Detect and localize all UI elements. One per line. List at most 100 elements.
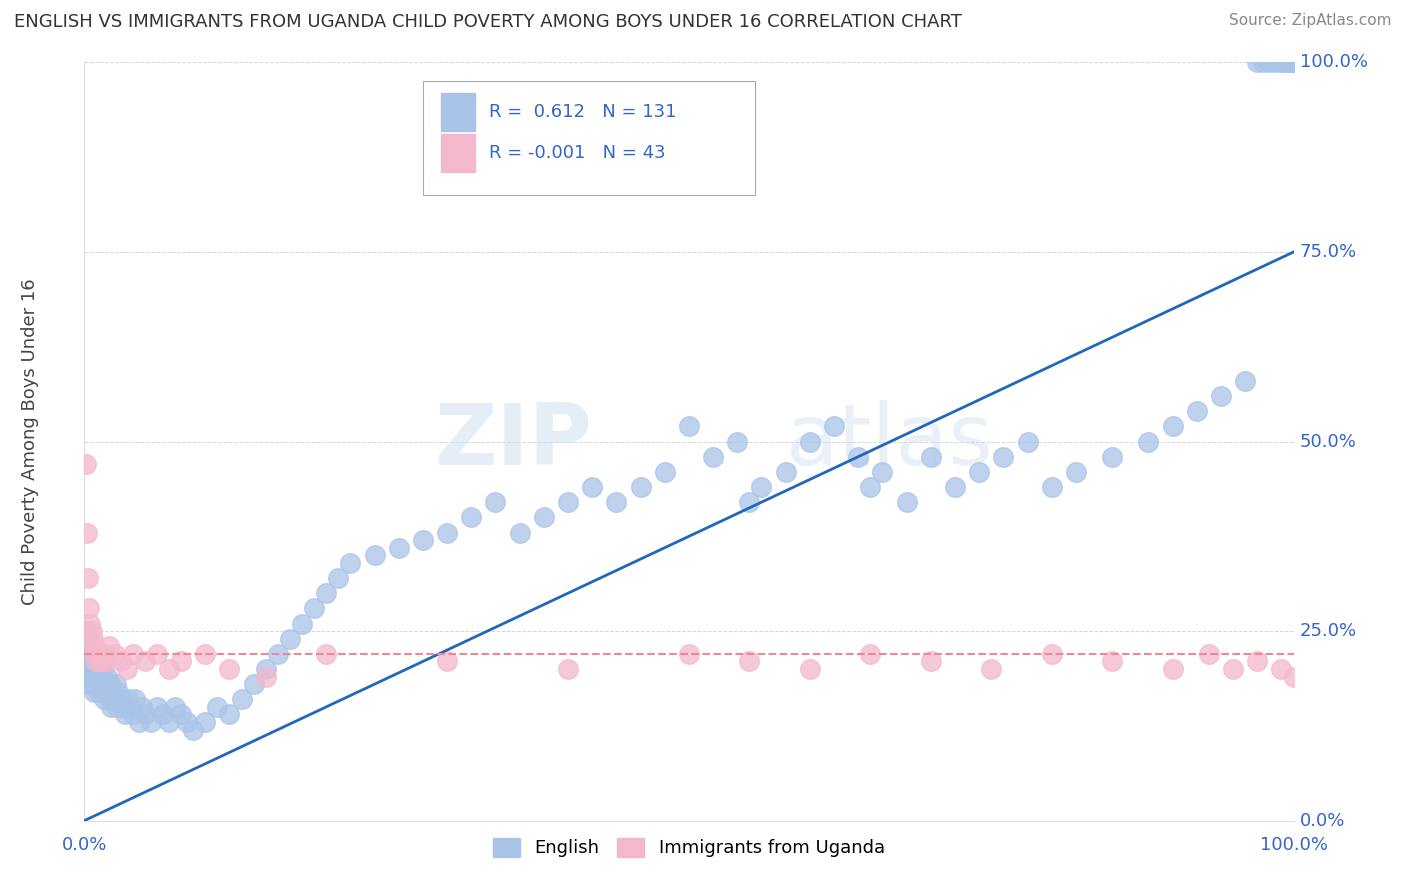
Point: [412, 533, 434, 548]
Point: [86, 677, 108, 691]
Point: [104, 692, 127, 706]
Point: [267, 647, 290, 661]
Point: [872, 465, 894, 479]
Point: [146, 699, 169, 714]
Point: [920, 655, 942, 669]
Point: [87, 647, 110, 661]
Point: [170, 655, 193, 669]
Point: [1274, 55, 1296, 70]
Point: [339, 556, 361, 570]
Point: [315, 586, 337, 600]
Point: [91, 685, 114, 699]
Point: [90, 655, 112, 669]
Point: [1282, 55, 1305, 70]
Text: Child Poverty Among Boys Under 16: Child Poverty Among Boys Under 16: [21, 278, 39, 605]
Point: [79, 662, 101, 676]
Point: [84, 647, 107, 661]
Point: [98, 677, 121, 691]
Point: [896, 495, 918, 509]
Point: [242, 677, 264, 691]
Point: [77, 669, 100, 683]
Point: [1040, 480, 1063, 494]
Point: [165, 699, 187, 714]
Point: [557, 495, 579, 509]
Point: [1198, 647, 1220, 661]
Point: [1282, 55, 1305, 70]
Point: [859, 480, 882, 494]
Point: [533, 510, 555, 524]
Point: [1101, 450, 1123, 464]
Point: [1282, 55, 1305, 70]
Point: [117, 692, 139, 706]
Text: R = -0.001   N = 43: R = -0.001 N = 43: [489, 145, 666, 162]
Point: [993, 450, 1015, 464]
Legend: English, Immigrants from Uganda: English, Immigrants from Uganda: [485, 830, 893, 864]
Point: [89, 677, 111, 691]
Point: [1161, 419, 1184, 434]
Point: [77, 601, 100, 615]
Point: [1282, 55, 1305, 70]
Point: [114, 707, 136, 722]
Point: [76, 662, 98, 676]
Text: 0.0%: 0.0%: [1299, 812, 1346, 830]
Point: [194, 715, 217, 730]
Point: [83, 662, 105, 676]
Text: 50.0%: 50.0%: [1299, 433, 1357, 450]
Point: [79, 616, 101, 631]
Point: [101, 685, 124, 699]
Point: [83, 639, 105, 653]
Point: [436, 655, 458, 669]
Text: R =  0.612   N = 131: R = 0.612 N = 131: [489, 103, 676, 120]
Point: [134, 707, 156, 722]
FancyBboxPatch shape: [423, 81, 755, 195]
Point: [1281, 55, 1303, 70]
Point: [93, 647, 115, 661]
Point: [181, 723, 204, 737]
Point: [87, 662, 110, 676]
Point: [80, 669, 103, 683]
Point: [121, 647, 143, 661]
Point: [1209, 389, 1232, 403]
Point: [105, 699, 128, 714]
Point: [94, 685, 117, 699]
Point: [90, 669, 112, 683]
Point: [157, 662, 180, 676]
Point: [1282, 55, 1305, 70]
Point: [1278, 55, 1301, 70]
Point: [1222, 662, 1244, 676]
Point: [80, 624, 103, 639]
Point: [194, 647, 217, 661]
Point: [1101, 655, 1123, 669]
Point: [1277, 55, 1299, 70]
Point: [751, 480, 773, 494]
Point: [678, 419, 700, 434]
Point: [131, 699, 153, 714]
Point: [97, 639, 120, 653]
Point: [725, 434, 748, 449]
Point: [82, 647, 104, 661]
Point: [94, 677, 117, 691]
Point: [1185, 404, 1208, 418]
Point: [291, 616, 314, 631]
Point: [1270, 662, 1292, 676]
Point: [86, 655, 108, 669]
Point: [231, 692, 253, 706]
Point: [654, 465, 676, 479]
Point: [1282, 55, 1305, 70]
Point: [124, 692, 146, 706]
Point: [363, 548, 385, 563]
Point: [80, 655, 103, 669]
Point: [484, 495, 506, 509]
Point: [128, 715, 150, 730]
Point: [146, 647, 169, 661]
Point: [1282, 55, 1305, 70]
Point: [82, 677, 104, 691]
Point: [1040, 647, 1063, 661]
Text: ENGLISH VS IMMIGRANTS FROM UGANDA CHILD POVERTY AMONG BOYS UNDER 16 CORRELATION : ENGLISH VS IMMIGRANTS FROM UGANDA CHILD …: [14, 13, 962, 31]
Point: [77, 632, 100, 646]
Point: [1282, 55, 1305, 70]
Point: [87, 685, 110, 699]
Point: [1017, 434, 1039, 449]
Point: [76, 624, 98, 639]
Point: [97, 692, 120, 706]
